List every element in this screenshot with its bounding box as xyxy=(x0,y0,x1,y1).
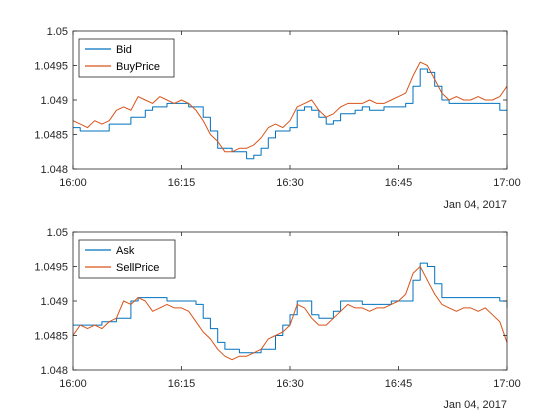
top-legend-box xyxy=(78,38,175,78)
bottom-legend-box xyxy=(78,239,176,279)
bottom-y-tick-label: 1.05 xyxy=(47,227,68,239)
bottom-y-tick-label: 1.048 xyxy=(40,365,68,377)
bottom-chart-panel: 16:00 16:15 16:30 16:45 17:00 1.048 1.0485 1.04… xyxy=(34,227,520,411)
bottom-x-tick-label: 16:30 xyxy=(276,378,304,390)
bottom-legend-label-sellprice: SellPrice xyxy=(116,262,159,274)
bottom-legend: Ask SellPrice xyxy=(78,239,176,279)
bottom-series-layer xyxy=(72,262,508,361)
top-x-tick-label: 16:30 xyxy=(276,177,304,189)
top-series-line-buyprice xyxy=(72,61,508,153)
bottom-x-tick-label: 16:45 xyxy=(385,378,413,390)
top-x-tick-label: 16:15 xyxy=(168,177,196,189)
bottom-x-tick-label: 16:00 xyxy=(59,378,87,390)
bottom-x-tick-label: 16:15 xyxy=(168,378,196,390)
top-chart-panel: 16:00 16:15 16:30 16:45 17:00 1.048 1.0485 1.04… xyxy=(34,26,520,211)
bottom-x-tick-label: 17:00 xyxy=(493,378,521,390)
top-y-tick-label: 1.049 xyxy=(40,95,68,107)
top-x-tick-label: 16:00 xyxy=(59,177,87,189)
top-x-tick-label: 16:45 xyxy=(385,177,413,189)
top-legend: Bid BuyPrice xyxy=(78,38,175,78)
bottom-y-tick-label: 1.0485 xyxy=(34,331,68,343)
top-date-label: Jan 04, 2017 xyxy=(443,199,507,211)
top-y-tick-label: 1.0485 xyxy=(34,130,68,142)
top-legend-label-bid: Bid xyxy=(116,44,132,56)
top-x-tick-label: 17:00 xyxy=(493,177,521,189)
top-series-line-bid xyxy=(73,68,507,160)
bottom-series-line-sellprice xyxy=(72,266,508,361)
bottom-y-tick-label: 1.049 xyxy=(40,296,68,308)
bottom-series-line-ask xyxy=(73,262,508,354)
bottom-legend-label-ask: Ask xyxy=(116,245,135,257)
bottom-date-label: Jan 04, 2017 xyxy=(443,399,507,411)
top-y-tick-label: 1.048 xyxy=(40,164,68,176)
bottom-y-tick-label: 1.0495 xyxy=(34,262,68,274)
bottom-ticks-layer: 16:00 16:15 16:30 16:45 17:00 1.048 1.0485 1.04… xyxy=(34,227,520,390)
top-series-layer xyxy=(72,61,508,160)
top-y-tick-label: 1.0495 xyxy=(34,61,68,73)
top-y-tick-label: 1.05 xyxy=(47,26,68,38)
top-ticks-layer: 16:00 16:15 16:30 16:45 17:00 1.048 1.0485 1.04… xyxy=(34,26,520,189)
top-legend-label-buyprice: BuyPrice xyxy=(116,61,160,73)
